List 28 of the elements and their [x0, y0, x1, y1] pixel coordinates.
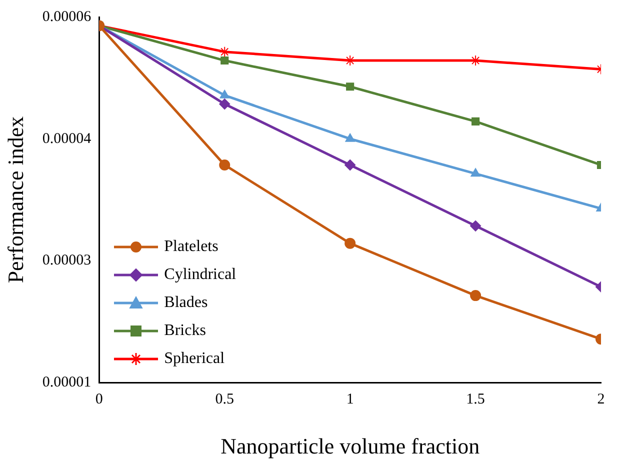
y-tick-label: 0.00006 — [42, 8, 92, 25]
legend-label: Platelets — [164, 236, 218, 257]
y-tick-label: 0.00003 — [42, 252, 92, 269]
x-axis-title: Nanoparticle volume fraction — [220, 434, 480, 459]
point — [472, 117, 480, 126]
point — [346, 82, 354, 91]
point — [219, 98, 230, 110]
x-tick-label: 0 — [95, 392, 103, 408]
legend-label: Blades — [164, 292, 208, 313]
point — [470, 290, 482, 302]
legend-label: Bricks — [164, 320, 206, 341]
x-tick-label: 1.5 — [466, 392, 485, 408]
y-axis-title: Performance index — [2, 116, 28, 284]
y-tick-label: 0.00004 — [42, 130, 92, 147]
point — [470, 168, 480, 177]
point — [470, 220, 482, 232]
legend-label: Cylindrical — [164, 264, 236, 285]
x-tick-label: 2 — [597, 392, 605, 408]
point — [220, 56, 229, 65]
x-tick-label: 1 — [346, 392, 354, 408]
x-tick-label: 0.5 — [215, 392, 234, 408]
point — [220, 90, 230, 98]
legend-label: Spherical — [164, 348, 225, 369]
point — [345, 133, 355, 142]
point — [219, 159, 230, 170]
point — [344, 238, 356, 249]
y-tick-label: 0.00001 — [42, 374, 92, 391]
point — [344, 159, 356, 170]
